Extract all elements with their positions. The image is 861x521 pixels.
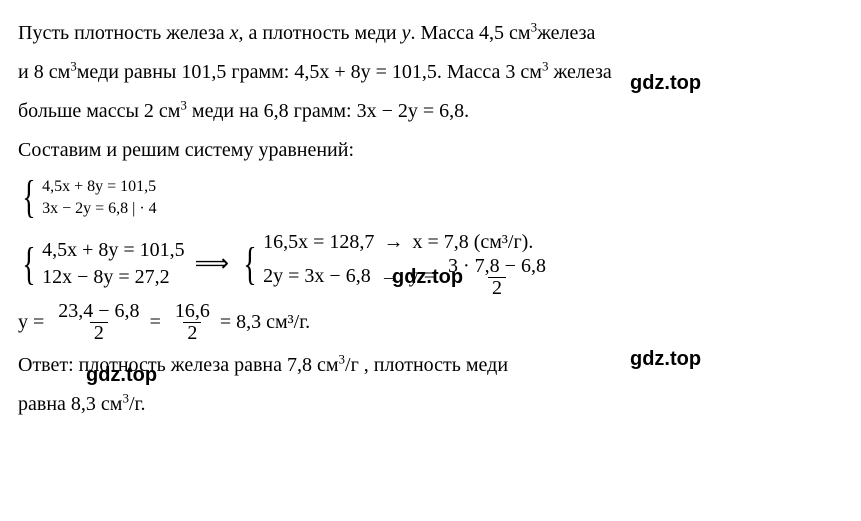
text: меди равны 101,5 грамм: [77, 61, 295, 83]
document-root: gdz.top gdz.top gdz.top gdz.top Пусть пл… [18, 14, 843, 424]
watermark: gdz.top [86, 356, 157, 395]
var-y: y [402, 22, 411, 44]
watermark: gdz.top [630, 64, 701, 103]
text: меди на 6,8 грамм: [187, 100, 357, 122]
text: Ответ: плотность железа равна 7,8 см [18, 354, 339, 376]
text: . Масса 3 см [437, 61, 542, 83]
equation-row: y = 23,4 − 6,8 2 = 16,6 2 = 8,3 см³/г. [18, 301, 843, 344]
equation: 4,5x + 8y = 101,5 [294, 61, 437, 83]
text: Составим и решим систему уравнений: [18, 139, 354, 161]
sys-eq: 3x − 2y = 6,8 | · 4 [42, 198, 157, 220]
eq-text: = 8,3 см³/г. [220, 303, 310, 342]
text: равна 8,3 см [18, 393, 122, 415]
text: , а плотность меди [238, 22, 401, 44]
equation-system: { 4,5x + 8y = 101,5 3x − 2y = 6,8 | · 4 [18, 176, 843, 219]
brace-icon: { [243, 246, 256, 283]
text: . [464, 100, 469, 122]
paragraph-line: Составим и решим систему уравнений: [18, 131, 843, 170]
eq-text: = [150, 303, 161, 342]
eq-text: x = 7,8 (см³/г). [412, 231, 533, 253]
watermark: gdz.top [392, 258, 463, 297]
text: /г , плотность меди [345, 354, 508, 376]
denominator: 2 [90, 322, 108, 344]
numerator: 16,6 [171, 301, 214, 322]
eq-text: 2y = 3x − 6,8 [263, 265, 371, 287]
numerator: 23,4 − 6,8 [54, 301, 143, 322]
brace-icon: { [22, 246, 35, 283]
text: железа [537, 22, 595, 44]
sys-eq: 16,5x = 128,7 → x = 7,8 (см³/г). [263, 229, 554, 256]
equation: 3x − 2y = 6,8 [357, 100, 465, 122]
text: Пусть плотность железа [18, 22, 230, 44]
paragraph-line: больше массы 2 см3 меди на 6,8 грамм: 3x… [18, 92, 843, 131]
text: больше массы 2 см [18, 100, 180, 122]
text: железа [548, 61, 611, 83]
fraction: 23,4 − 6,8 2 [54, 301, 143, 344]
implies-icon: ⟹ [191, 241, 233, 288]
eq-text: 16,5x = 128,7 [263, 231, 374, 253]
text: . Масса 4,5 см [411, 22, 531, 44]
denominator: 2 [488, 277, 506, 299]
sys-eq: 4,5x + 8y = 101,5 [42, 176, 157, 198]
sys-eq: 12x − 8y = 27,2 [42, 264, 185, 291]
eq-text: y = [18, 303, 44, 342]
paragraph-line: и 8 см3меди равны 101,5 грамм: 4,5x + 8y… [18, 53, 843, 92]
paragraph-line: Пусть плотность железа x, а плотность ме… [18, 14, 843, 53]
fraction: 16,6 2 [171, 301, 214, 344]
arrow-icon: → [379, 231, 407, 253]
text: /г. [129, 393, 146, 415]
denominator: 2 [183, 322, 201, 344]
sys-eq: 4,5x + 8y = 101,5 [42, 237, 185, 264]
watermark: gdz.top [630, 340, 701, 379]
eq-text: 4,5x + 8y = 101,5 [294, 61, 437, 83]
brace-icon: { [22, 179, 35, 216]
text: и 8 см [18, 61, 70, 83]
